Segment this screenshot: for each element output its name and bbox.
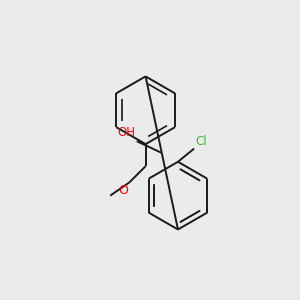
- Text: O: O: [118, 184, 128, 196]
- Text: OH: OH: [117, 126, 135, 139]
- Text: Cl: Cl: [195, 135, 207, 148]
